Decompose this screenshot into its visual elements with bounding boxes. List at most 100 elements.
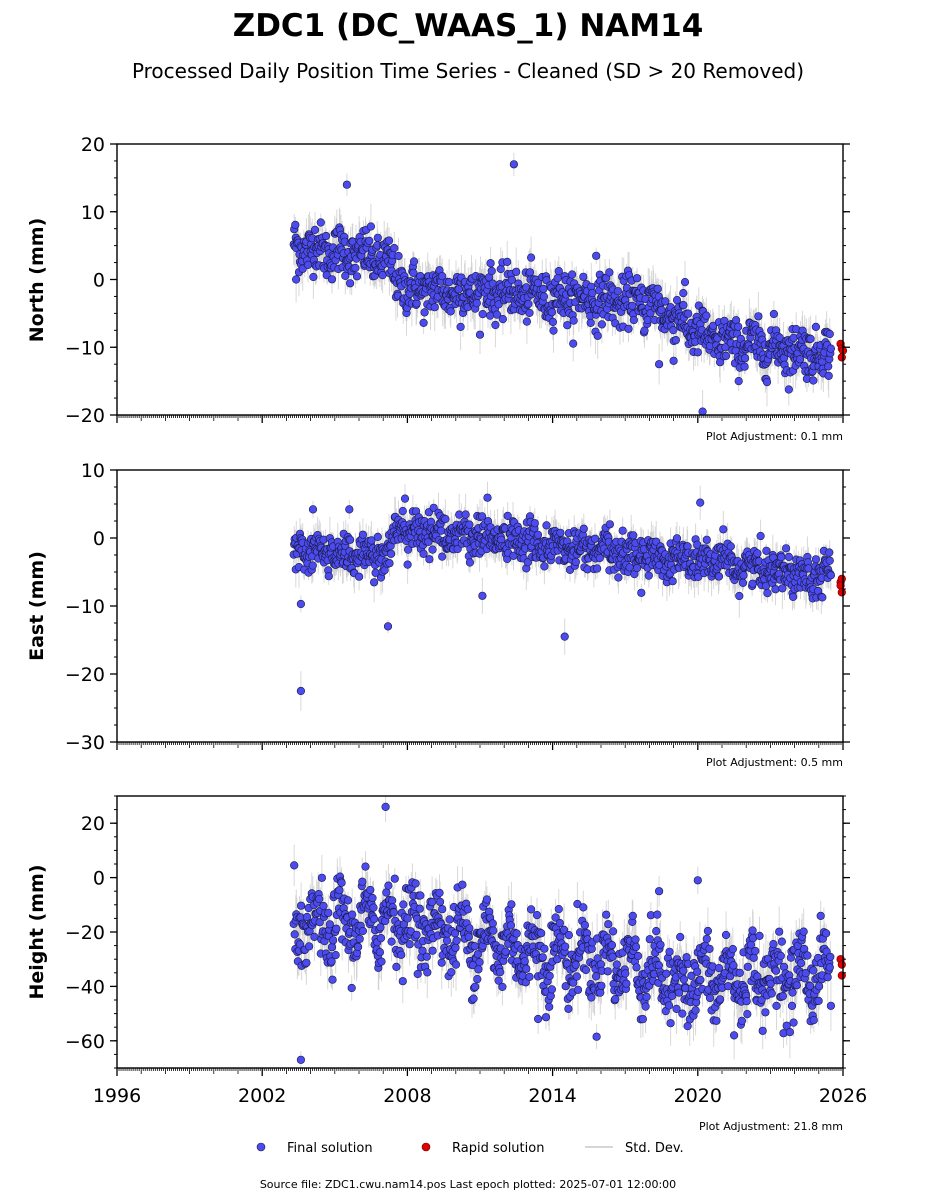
data-point-final	[539, 292, 549, 301]
data-point-final	[548, 317, 558, 327]
data-point-final	[498, 315, 508, 324]
data-point-final	[324, 572, 333, 581]
data-point-final	[613, 287, 623, 296]
data-point-final	[539, 284, 548, 294]
data-point-final	[292, 275, 301, 284]
data-point-final	[628, 301, 637, 311]
data-point-final	[811, 555, 821, 564]
data-point-final	[672, 296, 682, 305]
chart-subtitle: Processed Daily Position Time Series - C…	[132, 59, 804, 83]
data-point-final	[671, 336, 681, 345]
data-point-final	[721, 351, 731, 361]
data-point-final	[694, 572, 703, 582]
data-point-final	[441, 514, 450, 524]
data-point-final	[769, 309, 779, 319]
data-point-final	[496, 264, 505, 274]
data-point-final	[669, 326, 678, 335]
data-point-final	[586, 318, 595, 328]
data-point-final	[719, 525, 728, 534]
data-point-final	[735, 591, 744, 601]
data-point-final	[781, 544, 791, 553]
data-point-final	[740, 362, 749, 371]
data-point-final	[661, 297, 670, 306]
data-point-final	[487, 266, 496, 276]
data-point-final	[509, 551, 518, 560]
data-point-final	[472, 299, 481, 308]
data-point-final	[507, 275, 517, 285]
data-point-final	[409, 268, 418, 278]
data-point-final	[806, 334, 815, 344]
data-point-final	[563, 321, 572, 330]
data-point-final	[478, 591, 487, 600]
data-point-rapid	[837, 353, 846, 362]
data-point-final	[509, 160, 519, 169]
north-panel: 20 10 0 −10 −20 North (mm) Plot Adjustment: …	[26, 134, 850, 443]
data-point-final	[503, 511, 512, 521]
data-point-final	[454, 285, 463, 294]
data-point-final	[367, 536, 376, 545]
data-point-final	[672, 534, 682, 543]
data-point-final	[669, 356, 678, 365]
data-point-final	[629, 531, 638, 540]
data-point-final	[654, 360, 664, 369]
data-point-final	[425, 555, 434, 564]
data-point-final	[795, 355, 805, 364]
data-point-final	[483, 493, 492, 502]
data-point-final	[763, 588, 772, 598]
data-point-final	[378, 271, 387, 280]
data-point-final	[525, 268, 535, 277]
data-point-final	[419, 318, 428, 328]
data-point-final	[533, 530, 543, 539]
data-point-final	[384, 236, 394, 245]
data-point-final	[762, 378, 772, 387]
data-point-final	[387, 549, 396, 558]
data-point-final	[824, 362, 833, 371]
data-point-final	[632, 563, 642, 573]
data-point-final	[522, 317, 532, 326]
data-point-final	[404, 545, 413, 554]
data-point-final	[547, 308, 557, 317]
data-point-final	[553, 274, 562, 283]
data-point-final	[698, 407, 707, 416]
y-tick-label: 10	[81, 460, 105, 482]
data-point-final	[571, 557, 580, 567]
data-point-final	[625, 563, 634, 572]
data-point-final	[291, 220, 300, 229]
data-point-final	[365, 236, 374, 245]
data-point-final	[428, 545, 437, 554]
data-point-final	[680, 278, 690, 287]
data-point-final	[503, 257, 512, 267]
data-point-final	[825, 329, 834, 339]
data-point-final	[679, 289, 688, 298]
data-point-final	[684, 309, 693, 318]
data-point-final	[629, 315, 639, 325]
data-point-final	[358, 530, 368, 539]
data-point-final	[453, 544, 462, 554]
data-point-final	[637, 588, 646, 597]
data-point-final	[308, 561, 317, 570]
data-point-final	[777, 552, 786, 562]
data-point-final	[403, 560, 412, 569]
data-point-final	[605, 520, 615, 529]
y-tick-label: −10	[65, 596, 105, 618]
data-point-final	[590, 534, 600, 543]
data-point-final	[579, 524, 588, 533]
data-point-final	[818, 593, 827, 602]
data-point-final	[825, 548, 834, 557]
data-point-final	[308, 505, 318, 514]
data-point-final	[327, 275, 337, 284]
data-point-final	[826, 344, 836, 353]
data-point-final	[342, 180, 352, 189]
y-tick-label: −30	[65, 732, 105, 754]
data-point-final	[346, 279, 355, 288]
data-point-final	[811, 322, 821, 332]
y-tick-label: −20	[65, 664, 105, 686]
data-point-final	[593, 331, 602, 340]
data-point-final	[446, 307, 455, 316]
data-point-final	[424, 537, 433, 547]
y-tick-label: −20	[65, 405, 105, 427]
data-point-final	[438, 552, 447, 561]
data-point-final	[726, 542, 735, 551]
